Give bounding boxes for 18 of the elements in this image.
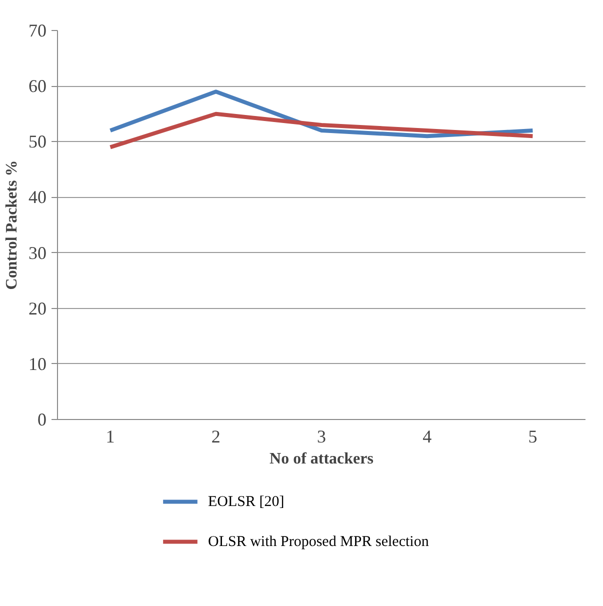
- x-tick-label: 3: [317, 426, 326, 446]
- y-tick-label: 70: [28, 20, 46, 40]
- y-tick-label: 50: [28, 132, 46, 152]
- line-series: [108, 112, 535, 150]
- x-tick-label: 4: [422, 426, 432, 446]
- y-tick-label: 20: [28, 298, 46, 318]
- x-tick-label: 5: [528, 426, 538, 446]
- y-tick-label: 60: [28, 76, 46, 96]
- y-axis-title: Control Packets %: [4, 160, 20, 290]
- y-tick-label: 10: [28, 354, 46, 374]
- legend-label: EOLSR [20]: [208, 494, 284, 510]
- y-tick-label: 30: [28, 242, 46, 263]
- legend-label: OLSR with Proposed MPR selection: [208, 534, 430, 550]
- y-tick-label: 40: [28, 187, 46, 208]
- y-tick-label: 0: [38, 410, 46, 430]
- x-tick-label: 1: [106, 426, 115, 446]
- x-axis-title: No of attackers: [270, 450, 374, 468]
- x-tick-label: 2: [211, 426, 220, 446]
